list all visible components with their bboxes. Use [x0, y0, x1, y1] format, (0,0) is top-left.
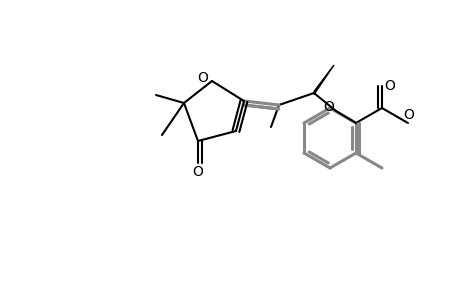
Polygon shape: [313, 65, 333, 94]
Text: O: O: [403, 108, 414, 122]
Text: O: O: [197, 71, 208, 85]
Text: O: O: [323, 100, 334, 114]
Text: O: O: [384, 79, 395, 93]
Text: O: O: [192, 165, 203, 179]
